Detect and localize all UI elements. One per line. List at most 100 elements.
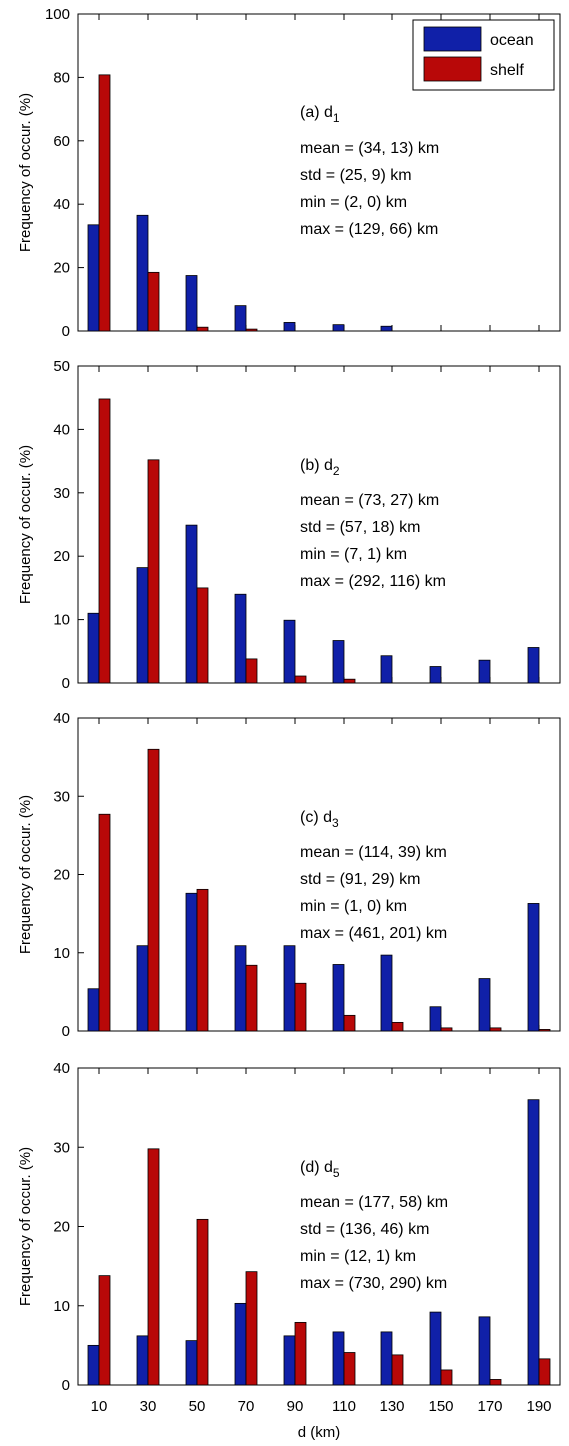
bar-shelf-170 xyxy=(489,1027,502,1032)
legend-label-shelf: shelf xyxy=(490,62,524,79)
bar-ocean-90 xyxy=(283,322,296,332)
y-tick-label: 80 xyxy=(53,69,70,86)
bar-ocean-30 xyxy=(136,1335,149,1386)
x-tick-label: 190 xyxy=(526,1398,551,1415)
y-axis-label: Frequency of occur. (%) xyxy=(17,445,34,604)
bar-ocean-70 xyxy=(234,945,247,1032)
stats-line: mean = (34, 13) km xyxy=(300,140,439,157)
bar-ocean-190 xyxy=(527,647,540,684)
plot-frame xyxy=(77,365,561,684)
bar-shelf-110 xyxy=(343,1352,356,1386)
stats-line: max = (730, 290) km xyxy=(300,1275,447,1292)
bar-ocean-150 xyxy=(429,1006,442,1032)
plot-frame xyxy=(77,13,561,332)
bar-shelf-50 xyxy=(196,587,209,684)
bar-ocean-50 xyxy=(185,524,198,684)
bar-shelf-10 xyxy=(98,813,111,1032)
bar-ocean-110 xyxy=(332,1331,345,1386)
bar-ocean-70 xyxy=(234,1302,247,1386)
panel-b: 0 10 20 30 40 50 Frequency of occur. (%) (b) d2… xyxy=(17,358,561,692)
bar-shelf-70 xyxy=(245,1271,258,1386)
panel-label: (b) d2 xyxy=(300,457,340,478)
y-tick-label: 30 xyxy=(53,788,70,805)
bar-ocean-130 xyxy=(380,1331,393,1386)
bar-shelf-150 xyxy=(440,1369,453,1386)
y-tick-label: 10 xyxy=(53,612,70,629)
y-tick-label: 40 xyxy=(53,421,70,438)
x-tick-label: 110 xyxy=(332,1398,356,1415)
bar-ocean-30 xyxy=(136,945,149,1032)
bar-ocean-50 xyxy=(185,892,198,1032)
y-tick-label: 60 xyxy=(53,133,70,150)
x-tick-label: 170 xyxy=(477,1398,502,1415)
panel-label-subscript: 5 xyxy=(333,1166,340,1180)
bar-shelf-70 xyxy=(245,658,258,684)
legend-swatch-ocean xyxy=(423,26,482,52)
y-tick-label: 30 xyxy=(53,485,70,502)
legend: ocean shelf xyxy=(412,19,555,91)
y-tick-label: 0 xyxy=(62,675,70,692)
bar-ocean-190 xyxy=(527,903,540,1032)
y-tick-label: 20 xyxy=(53,867,70,884)
bar-shelf-30 xyxy=(147,1148,160,1386)
bar-ocean-50 xyxy=(185,275,198,332)
bar-ocean-150 xyxy=(429,1311,442,1386)
y-tick-label: 100 xyxy=(45,6,70,23)
panel-label-subscript: 3 xyxy=(332,816,339,830)
bar-shelf-30 xyxy=(147,459,160,684)
y-tick-label: 20 xyxy=(53,1219,70,1236)
bar-shelf-190 xyxy=(538,1358,551,1386)
x-axis-label: d (km) xyxy=(298,1424,341,1441)
bar-shelf-90 xyxy=(294,675,307,684)
y-axis-label: Frequency of occur. (%) xyxy=(17,795,34,954)
y-tick-label: 50 xyxy=(53,358,70,375)
legend-swatch-shelf xyxy=(423,56,482,82)
bar-ocean-10 xyxy=(87,612,100,684)
bar-shelf-10 xyxy=(98,74,111,332)
bar-shelf-110 xyxy=(343,1014,356,1032)
stats-line: std = (57, 18) km xyxy=(300,519,421,536)
panel-label-text: (c) d xyxy=(300,809,332,826)
panel-label-text: (d) d xyxy=(300,1159,333,1176)
panel-c: 0 10 20 30 40 Frequency of occur. (%) (c) d3 me… xyxy=(17,710,561,1040)
bar-shelf-130 xyxy=(391,1021,404,1032)
panel-label: (a) d1 xyxy=(300,104,340,125)
bar-shelf-90 xyxy=(294,1321,307,1386)
stats-line: std = (91, 29) km xyxy=(300,871,421,888)
stats-line: std = (25, 9) km xyxy=(300,167,412,184)
stats-line: min = (2, 0) km xyxy=(300,194,407,211)
x-tick-label: 70 xyxy=(238,1398,255,1415)
y-tick-label: 10 xyxy=(53,1298,70,1315)
x-tick-label: 150 xyxy=(428,1398,453,1415)
y-tick-label: 0 xyxy=(62,1023,70,1040)
panel-label-subscript: 1 xyxy=(333,111,340,125)
bar-ocean-10 xyxy=(87,1344,100,1386)
y-tick-label: 10 xyxy=(53,945,70,962)
bar-ocean-130 xyxy=(380,655,393,684)
bar-ocean-130 xyxy=(380,954,393,1032)
bar-ocean-90 xyxy=(283,619,296,684)
bar-ocean-30 xyxy=(136,214,149,332)
panel-label: (c) d3 xyxy=(300,809,339,830)
bar-ocean-130 xyxy=(380,325,393,332)
bar-shelf-90 xyxy=(294,982,307,1032)
panel-d: 0 10 20 30 40 Frequency of occur. (%) (d) d5 me… xyxy=(17,1060,561,1441)
stats-line: std = (136, 46) km xyxy=(300,1221,429,1238)
bar-shelf-190 xyxy=(538,1029,551,1032)
y-tick-label: 20 xyxy=(53,548,70,565)
x-tick-label: 90 xyxy=(287,1398,304,1415)
panel-label: (d) d5 xyxy=(300,1159,340,1180)
y-tick-label: 20 xyxy=(53,260,70,277)
y-tick-label: 40 xyxy=(53,196,70,213)
bar-ocean-170 xyxy=(478,1316,491,1386)
bar-ocean-110 xyxy=(332,640,345,684)
x-tick-label: 10 xyxy=(91,1398,108,1415)
bar-shelf-50 xyxy=(196,326,209,332)
bar-ocean-90 xyxy=(283,1335,296,1386)
stats-line: min = (1, 0) km xyxy=(300,898,407,915)
stats-line: mean = (177, 58) km xyxy=(300,1194,448,1211)
x-tick-label: 50 xyxy=(189,1398,206,1415)
bar-ocean-110 xyxy=(332,324,345,332)
bar-shelf-30 xyxy=(147,271,160,332)
